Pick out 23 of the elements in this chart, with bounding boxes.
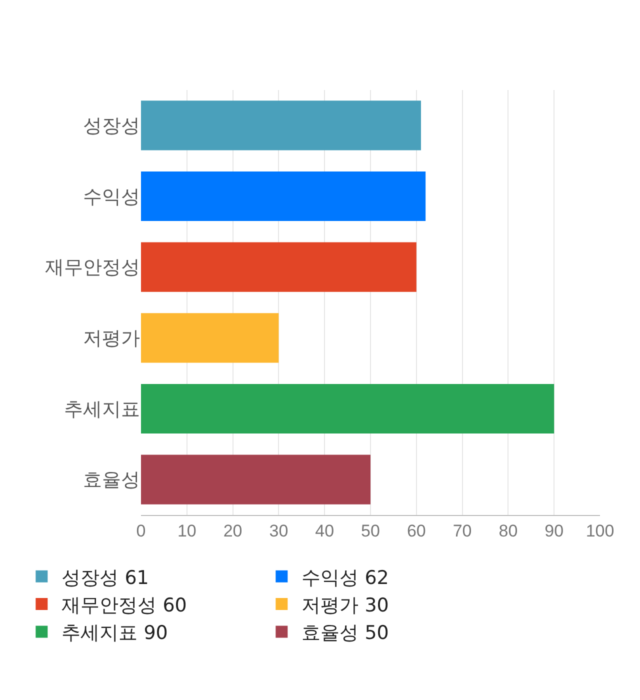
y-tick-label: 재무안정성	[45, 256, 140, 279]
x-tick-label: 40	[315, 521, 334, 540]
y-tick-label: 수익성	[83, 186, 140, 208]
y-tick-label: 저평가	[83, 328, 140, 350]
x-tick-label: 60	[406, 521, 426, 540]
x-tick-label: 80	[498, 521, 518, 540]
legend-label: 추세지표 90	[62, 622, 168, 644]
x-tick-label: 30	[269, 521, 288, 540]
legend-label: 재무안정성 60	[62, 594, 187, 616]
y-tick-label: 효율성	[83, 469, 140, 492]
legend-label: 효율성 50	[302, 622, 389, 644]
x-tick-label: 90	[544, 521, 564, 540]
legend-label: 저평가 30	[302, 594, 389, 616]
x-tick-label: 0	[136, 521, 146, 540]
x-tick-label: 10	[177, 521, 196, 540]
x-tick-label: 70	[452, 521, 472, 540]
legend-label: 성장성 61	[62, 566, 149, 589]
legend-label: 수익성 62	[302, 566, 389, 589]
y-tick-label: 성장성	[83, 115, 140, 138]
x-tick-label: 50	[361, 521, 380, 540]
x-tick-label: 100	[586, 521, 614, 540]
x-tick-label: 20	[223, 521, 242, 540]
y-tick-label: 추세지표	[64, 398, 140, 420]
